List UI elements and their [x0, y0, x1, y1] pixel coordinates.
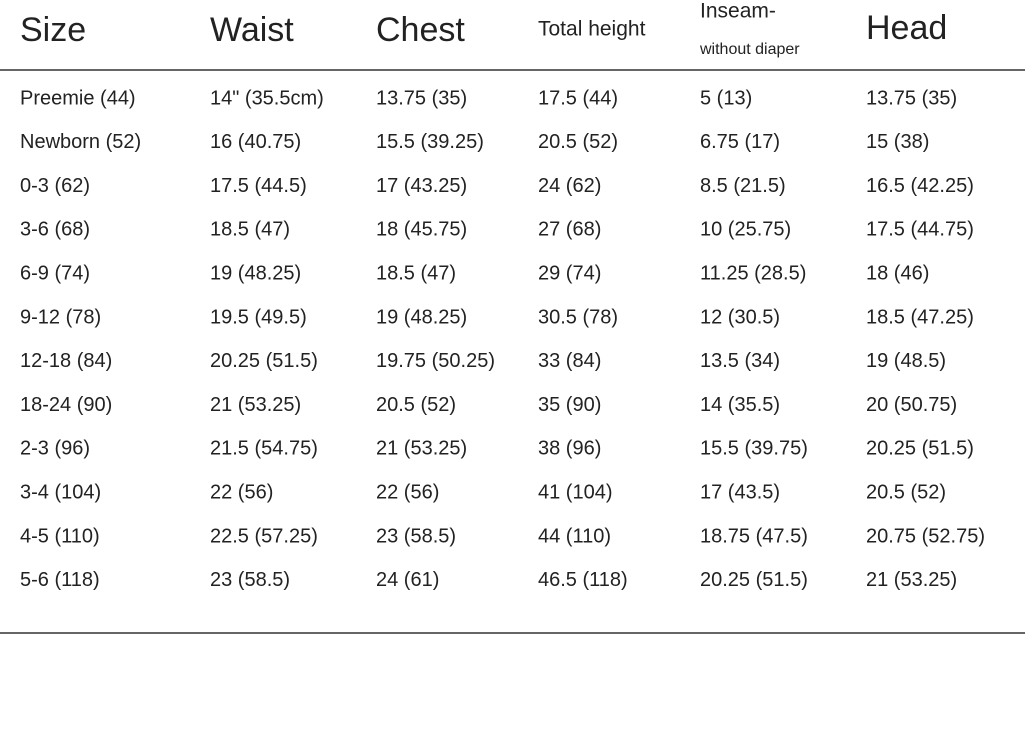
- table-cell: 3-6 (68): [20, 219, 90, 241]
- table-cell: 17 (43.25): [376, 175, 467, 197]
- table-cell: 21 (53.25): [210, 394, 301, 416]
- table-cell: 24 (61): [376, 569, 439, 591]
- header-size: Size: [20, 11, 86, 49]
- table-cell: 20.5 (52): [538, 131, 618, 153]
- table-cell: 13.75 (35): [866, 87, 957, 109]
- table-cell: 17.5 (44): [538, 87, 618, 109]
- header-inseam-note: without diaper: [699, 41, 800, 58]
- table-cell: 20.5 (52): [866, 481, 946, 503]
- table-cell: 13.5 (34): [700, 350, 780, 372]
- header-total-height: Total height: [538, 18, 646, 41]
- table-cell: 10 (25.75): [700, 219, 791, 241]
- table-cell: 22 (56): [210, 481, 273, 503]
- header-inseam: Inseam-: [700, 0, 776, 23]
- table-cell: 18.5 (47): [210, 219, 290, 241]
- table-cell: 22 (56): [376, 481, 439, 503]
- table-cell: 14 (35.5): [700, 394, 780, 416]
- table-cell: 20.25 (51.5): [700, 569, 808, 591]
- table-cell: 6-9 (74): [20, 262, 90, 284]
- table-cell: 15 (38): [866, 131, 929, 153]
- table-cell: 20.5 (52): [376, 394, 456, 416]
- table-cell: 19.75 (50.25): [376, 350, 495, 372]
- table-cell: 6.75 (17): [700, 131, 780, 153]
- table-cell: 20.25 (51.5): [210, 350, 318, 372]
- table-cell: 2-3 (96): [20, 438, 90, 460]
- table-cell: Preemie (44): [20, 87, 136, 109]
- table-cell: 4-5 (110): [20, 525, 100, 547]
- table-cell: 20 (50.75): [866, 394, 957, 416]
- table-cell: 13.75 (35): [376, 87, 467, 109]
- table-cell: 23 (58.5): [376, 525, 456, 547]
- table-cell: 46.5 (118): [538, 569, 628, 591]
- header-waist: Waist: [210, 11, 294, 49]
- table-cell: 18.5 (47.25): [866, 306, 974, 328]
- table-cell: 18-24 (90): [20, 394, 112, 416]
- table-cell: 15.5 (39.75): [700, 438, 808, 460]
- table-cell: 21.5 (54.75): [210, 438, 318, 460]
- table-cell: 41 (104): [538, 481, 613, 503]
- table-cell: 29 (74): [538, 262, 601, 284]
- table-cell: 15.5 (39.25): [376, 131, 484, 153]
- table-cell: 24 (62): [538, 175, 601, 197]
- table-cell: 44 (110): [538, 525, 611, 547]
- header-chest: Chest: [376, 11, 465, 49]
- table-cell: 5-6 (118): [20, 569, 100, 591]
- table-cell: 20.25 (51.5): [866, 438, 974, 460]
- table-cell: 18.5 (47): [376, 262, 456, 284]
- table-cell: 38 (96): [538, 438, 601, 460]
- table-cell: 19.5 (49.5): [210, 306, 307, 328]
- table-cell: 20.75 (52.75): [866, 525, 985, 547]
- table-cell: 19 (48.25): [376, 306, 467, 328]
- table-cell: 18 (45.75): [376, 219, 467, 241]
- table-cell: 21 (53.25): [866, 569, 957, 591]
- table-cell: 30.5 (78): [538, 306, 618, 328]
- table-cell: 12 (30.5): [700, 306, 780, 328]
- table-cell: 22.5 (57.25): [210, 525, 318, 547]
- table-cell: 3-4 (104): [20, 481, 101, 503]
- table-cell: 18 (46): [866, 262, 929, 284]
- table-cell: 23 (58.5): [210, 569, 290, 591]
- table-cell: 27 (68): [538, 219, 601, 241]
- table-cell: 33 (84): [538, 350, 601, 372]
- table-cell: 18.75 (47.5): [700, 525, 808, 547]
- table-cell: 17.5 (44.5): [210, 175, 307, 197]
- table-cell: 11.25 (28.5): [700, 262, 806, 284]
- header-head: Head: [866, 9, 947, 47]
- table-cell: 5 (13): [700, 87, 752, 109]
- table-cell: 21 (53.25): [376, 438, 467, 460]
- table-cell: 14" (35.5cm): [210, 87, 324, 109]
- table-cell: 17 (43.5): [700, 481, 780, 503]
- table-cell: 19 (48.5): [866, 350, 946, 372]
- table-cell: 8.5 (21.5): [700, 175, 786, 197]
- table-cell: Newborn (52): [20, 131, 141, 153]
- table-cell: 12-18 (84): [20, 350, 112, 372]
- table-cell: 35 (90): [538, 394, 601, 416]
- table-cell: 0-3 (62): [20, 175, 90, 197]
- table-cell: 16.5 (42.25): [866, 175, 974, 197]
- table-cell: 19 (48.25): [210, 262, 301, 284]
- table-cell: 17.5 (44.75): [866, 219, 974, 241]
- table-cell: 9-12 (78): [20, 306, 101, 328]
- table-cell: 16 (40.75): [210, 131, 301, 153]
